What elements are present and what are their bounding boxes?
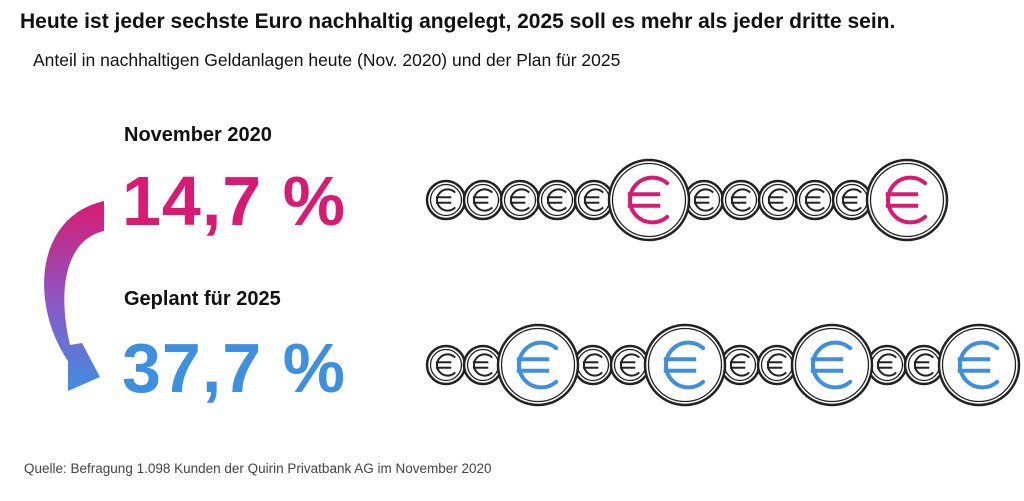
curved-arrow-icon	[44, 201, 104, 391]
euro-coin	[573, 179, 615, 221]
chart-subtitle: Anteil in nachhaltigen Geldanlagen heute…	[33, 50, 621, 70]
euro-coin-highlighted	[643, 323, 727, 407]
euro-coin	[425, 179, 467, 221]
label-november-2020: November 2020	[124, 124, 272, 146]
value-label-2020: 14,7 %	[122, 162, 346, 240]
label-geplant-2025: Geplant für 2025	[124, 288, 281, 310]
euro-coin	[425, 344, 467, 386]
euro-coin	[756, 344, 798, 386]
euro-coin	[609, 344, 651, 386]
euro-coin	[720, 179, 762, 221]
euro-coin-highlighted	[496, 323, 580, 407]
euro-coin	[831, 179, 873, 221]
euro-coin	[462, 179, 504, 221]
euro-coin	[462, 344, 504, 386]
euro-coin	[499, 179, 541, 221]
value-label-2025: 37,7 %	[122, 329, 346, 407]
chart-title: Heute ist jeder sechste Euro nachhaltig …	[20, 10, 896, 33]
euro-coin	[536, 179, 578, 221]
euro-coin-highlighted	[937, 323, 1021, 407]
euro-coin-highlighted	[865, 158, 949, 242]
euro-coin	[572, 344, 614, 386]
euro-coin	[757, 179, 799, 221]
euro-coin	[719, 344, 761, 386]
euro-coin	[866, 344, 908, 386]
euro-coin-highlighted	[790, 323, 874, 407]
euro-coin	[794, 179, 836, 221]
euro-coin-highlighted	[607, 158, 691, 242]
euro-coin	[903, 344, 945, 386]
euro-coin	[683, 179, 725, 221]
source-note: Quelle: Befragung 1.098 Kunden der Quiri…	[24, 461, 492, 476]
